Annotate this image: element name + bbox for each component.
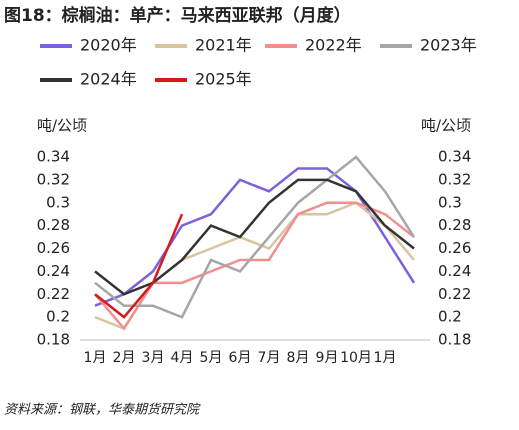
x-tick-label: 4月 xyxy=(171,350,194,366)
x-tick-label: 6月 xyxy=(229,350,252,366)
x-tick-label: 9月 xyxy=(316,350,339,366)
y2-tick-label: 0.26 xyxy=(438,239,471,257)
source-note: 资料来源：钢联，华泰期货研究院 xyxy=(4,402,201,418)
x-tick-label: 8月 xyxy=(287,350,310,366)
y-tick-label: 0.32 xyxy=(37,170,70,188)
legend-label: 2021年 xyxy=(195,36,252,55)
x-tick-label: 5月 xyxy=(200,350,223,366)
y2-tick-label: 0.24 xyxy=(438,262,471,280)
series-line xyxy=(94,167,416,307)
y2-tick-label: 0.18 xyxy=(438,331,471,349)
y-tick-label: 0.18 xyxy=(37,331,70,349)
y2-tick-label: 0.34 xyxy=(438,148,471,166)
y-tick-label: 0.24 xyxy=(37,262,70,280)
y-tick-label: 0.3 xyxy=(46,193,70,211)
x-tick-label: 3月 xyxy=(142,350,165,366)
legend-label: 2025年 xyxy=(195,70,252,89)
y-tick-label: 0.28 xyxy=(37,216,70,234)
y-tick-label: 0.2 xyxy=(46,308,70,326)
y-axis-label: 吨/公顷 xyxy=(37,117,87,135)
series-line xyxy=(94,155,416,319)
y2-tick-label: 0.28 xyxy=(438,216,471,234)
y2-tick-label: 0.22 xyxy=(438,285,471,303)
legend-label: 2024年 xyxy=(80,70,137,89)
legend-label: 2020年 xyxy=(80,36,137,55)
y2-tick-label: 0.3 xyxy=(438,193,462,211)
series-line xyxy=(94,213,184,319)
legend-label: 2022年 xyxy=(305,36,362,55)
y2-tick-label: 0.32 xyxy=(438,170,471,188)
y2-axis-label: 吨/公顷 xyxy=(421,117,471,135)
legend-label: 2023年 xyxy=(420,36,477,55)
x-tick-label: 2月 xyxy=(113,350,136,366)
y-tick-label: 0.26 xyxy=(37,239,70,257)
y-tick-label: 0.22 xyxy=(37,285,70,303)
chart-title: 图18：棕榈油：单产：马来西亚联邦（月度） xyxy=(4,5,351,26)
series-line xyxy=(94,178,415,296)
x-tick-label: 10月 xyxy=(340,350,372,366)
y2-tick-label: 0.2 xyxy=(438,308,462,326)
x-tick-label: 7月 xyxy=(258,350,281,366)
x-tick-label: 1月 xyxy=(84,350,107,366)
x-tick-label: 1月 xyxy=(374,350,397,366)
y-tick-label: 0.34 xyxy=(37,148,70,166)
